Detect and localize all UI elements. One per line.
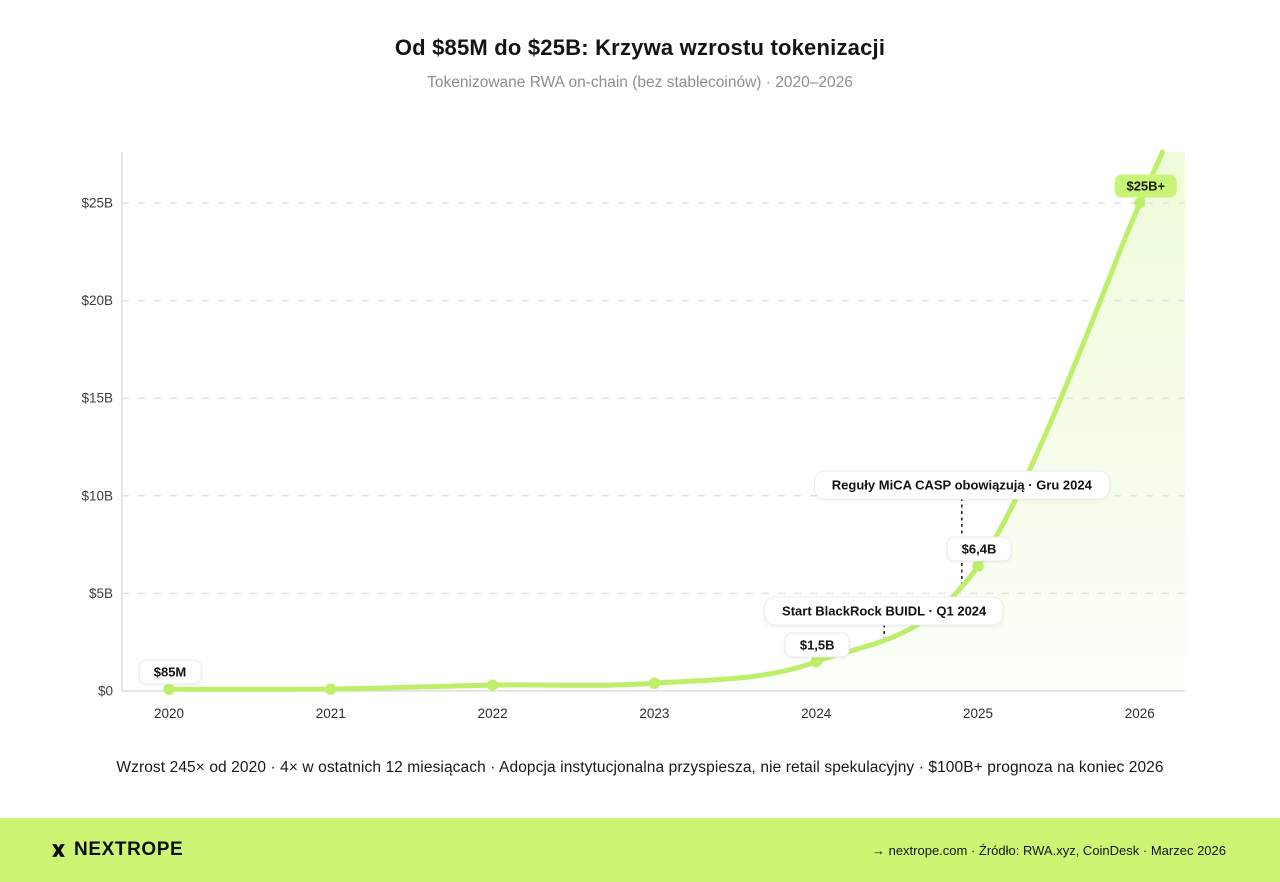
- data-point-dot: [1134, 197, 1146, 209]
- page-subtitle: Tokenizowane RWA on-chain (bez stablecoi…: [427, 74, 853, 91]
- data-point-dot: [325, 683, 337, 695]
- growth-line-chart: $0 $5B $10B $15B $20B $25B 2020 2021 2022 2023 202…: [81, 149, 1185, 721]
- chart-canvas: $0 $5B $10B $15B $20B $25B 2020 2021 2022 2023 202…: [81, 149, 1185, 721]
- x-tick-label: 2020: [154, 706, 184, 721]
- data-point-dot: [648, 677, 661, 689]
- annotation-box: Start BlackRock BUIDL · Q1 2024: [764, 596, 1005, 626]
- y-tick-label: $10B: [81, 488, 113, 503]
- area-fill: [169, 152, 1185, 691]
- y-tick-label: $15B: [81, 391, 113, 406]
- x-tick-label: 2025: [963, 706, 993, 721]
- x-tick-label: 2023: [639, 706, 669, 721]
- value-badge: $6,4B: [946, 536, 1012, 562]
- value-badge: $1,5B: [784, 632, 850, 658]
- value-badge: $25B+: [1114, 174, 1178, 198]
- footer-bar: NEXTROPE → nextrope.com · Źródło: RWA.xy…: [0, 818, 1280, 882]
- value-badge: $85M: [138, 659, 202, 685]
- y-tick-label: $20B: [81, 293, 113, 308]
- page-title: Od $85M do $25B: Krzywa wzrostu tokeniza…: [394, 35, 886, 60]
- x-tick-label: 2021: [316, 706, 346, 721]
- x-tick-label: 2024: [801, 706, 832, 721]
- footnote: Wzrost 245× od 2020 · 4× w ostatnich 12 …: [116, 759, 1164, 776]
- footer-source-line: → nextrope.com · Źródło: RWA.xyz, CoinDe…: [871, 842, 1226, 858]
- brand-x-icon: [52, 843, 65, 857]
- y-tick-label: $5B: [89, 586, 113, 601]
- brand-name: NEXTROPE: [74, 839, 184, 860]
- chart-header: Od $85M do $25B: Krzywa wzrostu tokeniza…: [0, 0, 1280, 92]
- data-point-dot: [486, 679, 499, 691]
- annotation-box: Reguły MiCA CASP obowiązują · Gru 2024: [813, 470, 1110, 499]
- data-point-dot: [972, 560, 984, 572]
- x-tick-label: 2022: [478, 706, 508, 721]
- y-tick-label: $0: [98, 684, 113, 699]
- brand-logo: NEXTROPE: [50, 839, 183, 861]
- x-tick-label: 2026: [1125, 706, 1155, 721]
- y-tick-label: $25B: [81, 196, 113, 211]
- data-point-dot: [810, 656, 822, 668]
- data-point-dot: [163, 683, 175, 696]
